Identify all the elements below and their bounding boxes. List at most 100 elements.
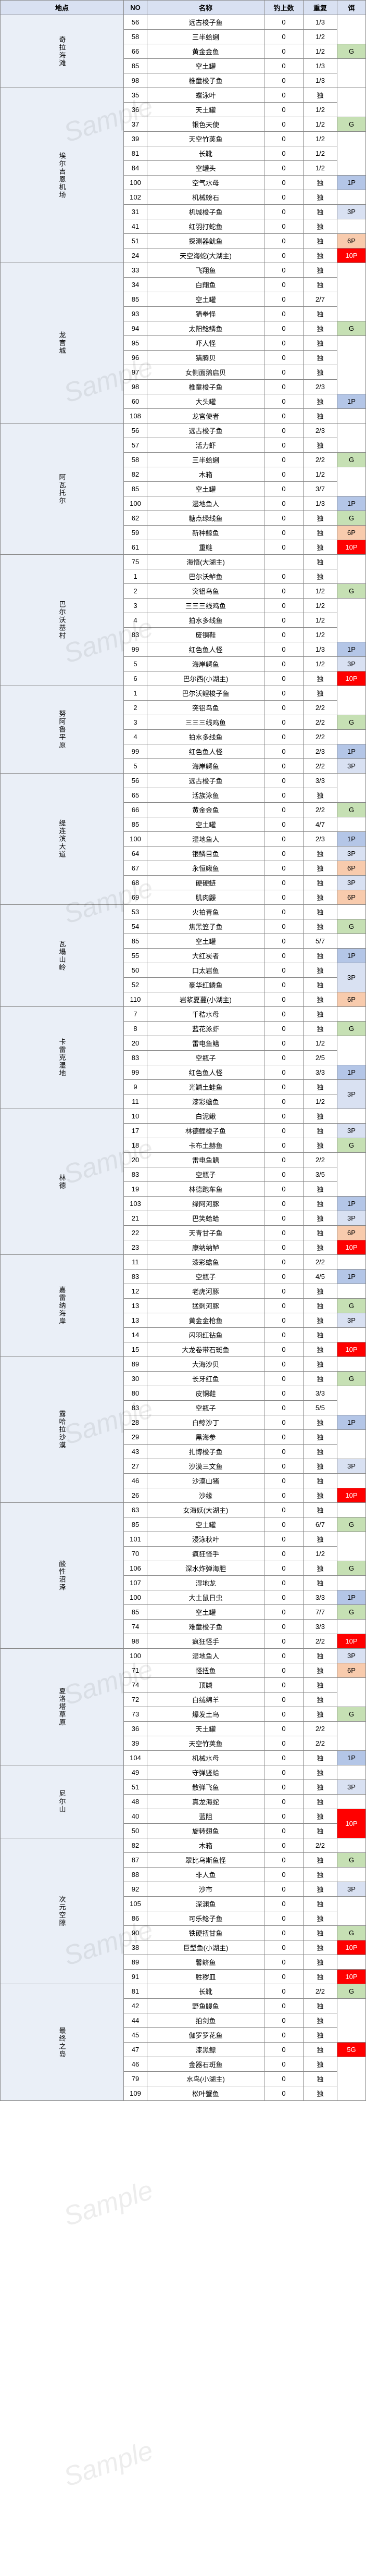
data-cell bbox=[264, 555, 304, 569]
data-cell: 1/2 bbox=[304, 657, 337, 671]
data-cell: 99 bbox=[124, 744, 147, 759]
data-cell: 空瓶子 bbox=[147, 1270, 264, 1284]
data-cell: 3 bbox=[124, 599, 147, 613]
data-cell: 0 bbox=[264, 1882, 304, 1897]
data-cell: 独 bbox=[304, 1182, 337, 1197]
data-cell: 扎博梭子鱼 bbox=[147, 1445, 264, 1459]
data-cell: 深水炸弹海胆 bbox=[147, 1561, 264, 1576]
data-cell: 0 bbox=[264, 1707, 304, 1722]
data-cell: 爆发土鸟 bbox=[147, 1707, 264, 1722]
data-cell: 沙市 bbox=[147, 1882, 264, 1897]
data-cell: 三半蛤蜊 bbox=[147, 453, 264, 467]
data-cell: 9 bbox=[124, 1080, 147, 1094]
data-cell: 0 bbox=[264, 1853, 304, 1868]
data-cell: 66 bbox=[124, 803, 147, 817]
data-cell: 0 bbox=[264, 1532, 304, 1547]
data-cell: 红色鱼人怪 bbox=[147, 1065, 264, 1080]
data-cell: 0 bbox=[264, 876, 304, 890]
data-cell: 独 bbox=[304, 1240, 337, 1255]
bait-cell: 1P bbox=[337, 1270, 366, 1284]
data-cell: 106 bbox=[124, 1561, 147, 1576]
data-cell: 100 bbox=[124, 1649, 147, 1663]
data-cell: 废铜鞋 bbox=[147, 628, 264, 642]
data-cell: 三三三线鸡鱼 bbox=[147, 599, 264, 613]
data-cell: 猛刺河豚 bbox=[147, 1299, 264, 1313]
data-cell: 独 bbox=[304, 1561, 337, 1576]
data-cell: 突铝鸟鱼 bbox=[147, 584, 264, 599]
data-cell: 0 bbox=[264, 351, 304, 365]
data-cell: 独 bbox=[304, 949, 337, 963]
data-cell: 2/2 bbox=[304, 1984, 337, 1999]
data-cell: 空罐头 bbox=[147, 161, 264, 176]
data-cell: 0 bbox=[264, 15, 304, 30]
data-cell: 0 bbox=[264, 788, 304, 803]
data-cell: 海岸鳄鱼 bbox=[147, 657, 264, 671]
data-cell: 独 bbox=[304, 569, 337, 584]
data-cell: 长靴 bbox=[147, 1984, 264, 1999]
bait-cell: 6P bbox=[337, 1663, 366, 1678]
data-cell: 独 bbox=[304, 1780, 337, 1795]
data-cell: 独 bbox=[304, 1007, 337, 1022]
data-cell: 活族泳鱼 bbox=[147, 788, 264, 803]
data-cell: 84 bbox=[124, 161, 147, 176]
data-cell: 0 bbox=[264, 176, 304, 190]
bait-cell: G bbox=[337, 1372, 366, 1386]
bait-cell: G bbox=[337, 919, 366, 934]
data-cell: 0 bbox=[264, 234, 304, 248]
data-cell: 独 bbox=[304, 307, 337, 321]
data-cell: 独 bbox=[304, 555, 337, 569]
data-cell: 29 bbox=[124, 1430, 147, 1445]
data-cell: 0 bbox=[264, 1722, 304, 1736]
data-cell: 独 bbox=[304, 1707, 337, 1722]
data-cell: 1/2 bbox=[304, 1094, 337, 1109]
data-cell: 难童梭子鱼 bbox=[147, 1620, 264, 1634]
bait-cell bbox=[337, 1153, 366, 1197]
data-cell: 52 bbox=[124, 978, 147, 992]
data-cell: 1 bbox=[124, 569, 147, 584]
data-cell: 108 bbox=[124, 409, 147, 424]
data-cell: 独 bbox=[304, 876, 337, 890]
data-cell: 0 bbox=[264, 905, 304, 919]
data-cell: 1/2 bbox=[304, 1036, 337, 1051]
data-cell: 89 bbox=[124, 1955, 147, 1970]
data-cell: 35 bbox=[124, 88, 147, 103]
data-cell: 独 bbox=[304, 1751, 337, 1765]
data-cell: 5 bbox=[124, 657, 147, 671]
data-cell: 女侧面鹅启贝 bbox=[147, 365, 264, 380]
data-cell: 46 bbox=[124, 2057, 147, 2072]
data-cell: 空瓶子 bbox=[147, 1051, 264, 1065]
data-cell: 独 bbox=[304, 1940, 337, 1955]
data-cell: 0 bbox=[264, 1197, 304, 1211]
bait-cell: 1P bbox=[337, 176, 366, 190]
data-cell: 0 bbox=[264, 248, 304, 263]
data-cell: 49 bbox=[124, 1765, 147, 1780]
bait-cell bbox=[337, 59, 366, 88]
data-cell: 2 bbox=[124, 701, 147, 715]
table-row: 卡雷克湿地7千秸水母0独 bbox=[1, 1007, 366, 1022]
data-cell: 空土罐 bbox=[147, 482, 264, 496]
data-cell: 3 bbox=[124, 715, 147, 730]
data-cell: 1/3 bbox=[304, 73, 337, 88]
data-cell: 2/2 bbox=[304, 730, 337, 744]
data-cell: 女海妖(大湖主) bbox=[147, 1503, 264, 1517]
data-cell: 野鱼鳗鱼 bbox=[147, 1999, 264, 2013]
data-cell: 金器石斑鱼 bbox=[147, 2057, 264, 2072]
data-cell: 56 bbox=[124, 774, 147, 788]
data-cell: 51 bbox=[124, 234, 147, 248]
data-cell: 独 bbox=[304, 190, 337, 205]
data-cell: 独 bbox=[304, 861, 337, 876]
data-cell: 1/2 bbox=[304, 628, 337, 642]
bait-cell: 1P bbox=[337, 642, 366, 657]
data-cell: 11 bbox=[124, 1094, 147, 1109]
data-cell: 湿地鱼人 bbox=[147, 1649, 264, 1663]
data-cell: 44 bbox=[124, 2013, 147, 2028]
data-cell: 0 bbox=[264, 847, 304, 861]
data-cell: 独 bbox=[304, 1342, 337, 1357]
data-cell: 0 bbox=[264, 1211, 304, 1226]
data-cell: 独 bbox=[304, 1649, 337, 1663]
bait-cell: G bbox=[337, 511, 366, 526]
bait-cell: 3P bbox=[337, 1882, 366, 1897]
data-cell: 独 bbox=[304, 1197, 337, 1211]
data-cell: 空土罐 bbox=[147, 817, 264, 832]
data-cell: 1/2 bbox=[304, 584, 337, 599]
